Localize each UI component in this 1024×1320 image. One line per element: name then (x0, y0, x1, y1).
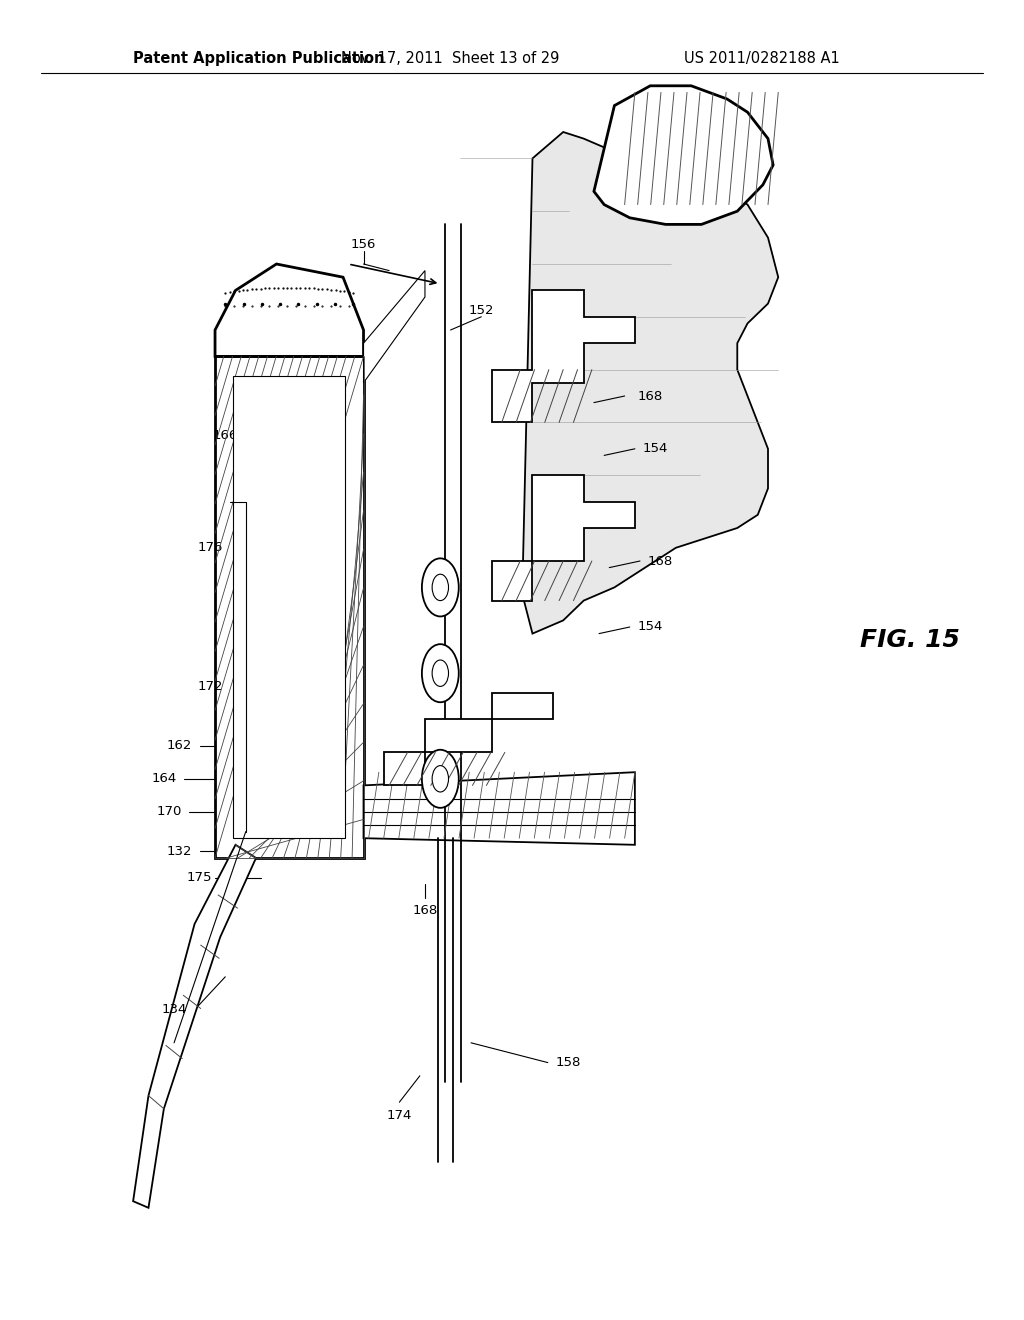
Polygon shape (492, 475, 635, 601)
Polygon shape (594, 86, 773, 224)
Text: 164: 164 (152, 772, 176, 785)
Text: FIG. 15: FIG. 15 (860, 628, 961, 652)
Text: 174: 174 (387, 1109, 412, 1122)
Polygon shape (364, 772, 635, 845)
Polygon shape (492, 290, 635, 422)
Text: 154: 154 (638, 620, 663, 634)
Bar (215, 356, 364, 858)
Text: 172: 172 (198, 680, 222, 693)
Text: 176: 176 (198, 541, 222, 554)
Ellipse shape (422, 644, 459, 702)
Ellipse shape (432, 660, 449, 686)
Text: 156: 156 (351, 238, 376, 251)
Polygon shape (133, 845, 256, 1208)
Text: Nov. 17, 2011  Sheet 13 of 29: Nov. 17, 2011 Sheet 13 of 29 (341, 50, 560, 66)
Text: 158: 158 (556, 1056, 581, 1069)
Bar (233, 376, 345, 838)
Text: 134: 134 (162, 1003, 186, 1016)
Text: 166: 166 (213, 429, 238, 442)
Text: 170: 170 (157, 805, 181, 818)
Text: 175: 175 (187, 871, 212, 884)
Text: 168: 168 (638, 389, 663, 403)
Polygon shape (522, 132, 778, 634)
Ellipse shape (432, 574, 449, 601)
Polygon shape (215, 264, 364, 356)
Text: Patent Application Publication: Patent Application Publication (133, 50, 385, 66)
Text: 154: 154 (643, 442, 668, 455)
Text: US 2011/0282188 A1: US 2011/0282188 A1 (684, 50, 840, 66)
Ellipse shape (422, 750, 459, 808)
Polygon shape (364, 271, 425, 383)
Text: 168: 168 (648, 554, 673, 568)
Ellipse shape (432, 766, 449, 792)
Ellipse shape (422, 558, 459, 616)
Text: 152: 152 (469, 304, 494, 317)
Text: 132: 132 (167, 845, 191, 858)
Text: 168: 168 (413, 904, 437, 917)
Text: 162: 162 (167, 739, 191, 752)
Polygon shape (384, 693, 553, 785)
